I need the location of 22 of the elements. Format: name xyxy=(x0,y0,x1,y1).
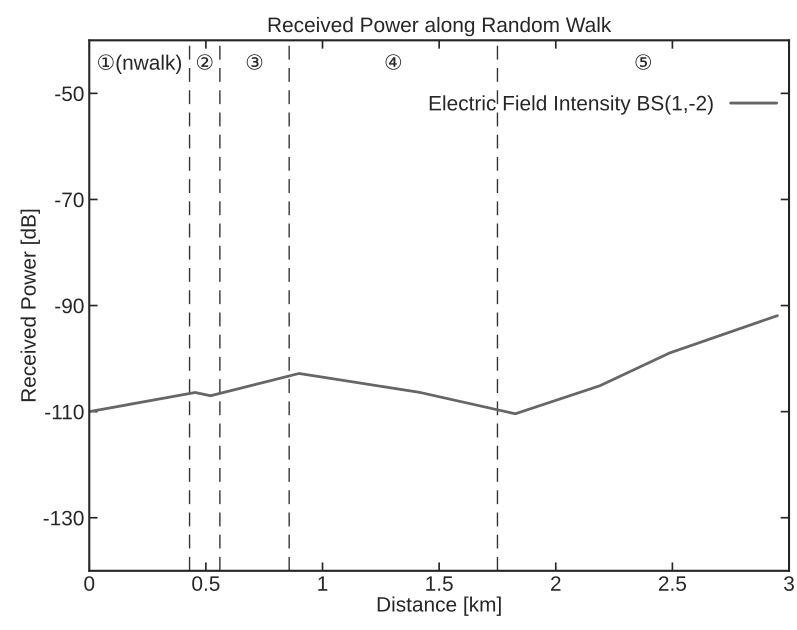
x-tick-label: 2 xyxy=(551,576,561,591)
x-tick-label: 0 xyxy=(84,576,94,591)
line-series xyxy=(89,314,779,416)
y-tick-label: -90 xyxy=(55,298,84,314)
chart-title: Received Power along Random Walk xyxy=(268,16,612,36)
annotation: ④ xyxy=(386,54,402,70)
y-axis-title: Received Power [dB] xyxy=(20,210,40,402)
annotation: ①(nwalk) xyxy=(98,54,182,74)
y-tick-label: -110 xyxy=(45,404,84,420)
annotation: ⑤ xyxy=(635,54,652,70)
annotation: ③ xyxy=(246,54,262,70)
legend-label: Electric Field Intensity BS(1,-2) xyxy=(430,95,713,115)
y-tick-label: -130 xyxy=(44,510,84,526)
x-axis-title: Distance [km] xyxy=(378,596,501,616)
annotation: ② xyxy=(196,54,213,70)
y-tick-label: -50 xyxy=(55,86,84,102)
x-tick-label: 3 xyxy=(784,576,794,591)
x-tick-label: 1.5 xyxy=(426,576,453,591)
x-tick-label: 0.5 xyxy=(192,576,220,591)
y-tick-label: -70 xyxy=(55,192,84,208)
x-tick-label: 2.5 xyxy=(658,576,686,591)
x-tick-label: 1 xyxy=(318,576,328,591)
